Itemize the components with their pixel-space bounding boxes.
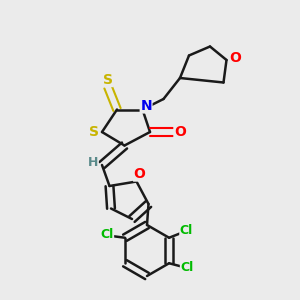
Text: Cl: Cl bbox=[180, 224, 193, 237]
Text: O: O bbox=[134, 167, 146, 181]
Text: Cl: Cl bbox=[100, 228, 113, 241]
Text: S: S bbox=[103, 73, 113, 86]
Text: N: N bbox=[140, 99, 152, 113]
Text: O: O bbox=[230, 51, 242, 64]
Text: Cl: Cl bbox=[181, 261, 194, 274]
Text: S: S bbox=[88, 125, 99, 139]
Text: H: H bbox=[88, 156, 98, 169]
Text: O: O bbox=[174, 125, 186, 139]
